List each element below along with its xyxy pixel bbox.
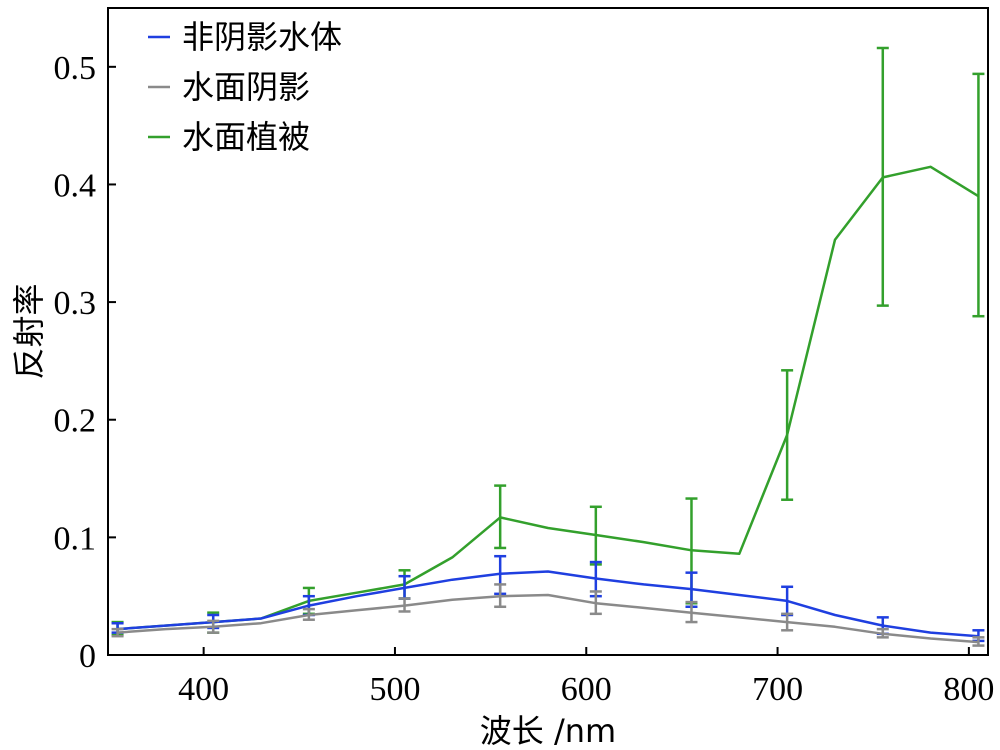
- series-line: [117, 165, 980, 631]
- y-tick-label: 0.5: [54, 50, 97, 87]
- x-tick-label: 500: [369, 671, 420, 708]
- legend-label: 水面植被: [182, 118, 310, 156]
- y-axis-title: 反射率: [10, 283, 48, 379]
- series-0: [111, 554, 985, 643]
- x-tick-label: 400: [178, 671, 229, 708]
- x-tick-label: 800: [943, 671, 994, 708]
- legend-label: 非阴影水体: [182, 18, 342, 56]
- series-line: [117, 570, 979, 638]
- y-tick-label: 0.2: [54, 403, 97, 440]
- series-1: [111, 583, 985, 647]
- x-tick-label: 600: [561, 671, 612, 708]
- series-group: [111, 46, 985, 647]
- series-line: [117, 593, 979, 644]
- y-tick-label: 0: [79, 638, 96, 675]
- y-tick-label: 0.1: [54, 520, 97, 557]
- y-tick-label: 0.4: [54, 167, 97, 204]
- plot-elements: 400 500 600 700 800 0 0.1 0.2 0.3 0.4 0.5: [54, 7, 994, 708]
- plot-frame: [107, 7, 989, 656]
- y-tick-label: 0.3: [54, 285, 97, 322]
- x-tick-label: 700: [752, 671, 803, 708]
- legend-label: 水面阴影: [182, 68, 310, 106]
- x-axis-title: 波长 /nm: [480, 712, 616, 750]
